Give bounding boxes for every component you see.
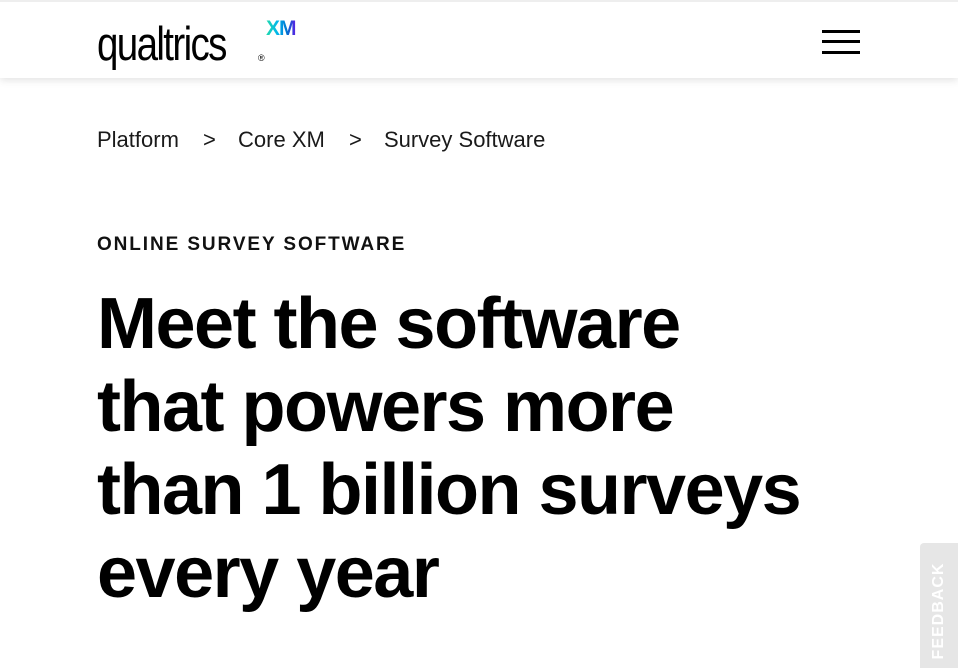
breadcrumb-core-xm[interactable]: Core XM [238,127,325,152]
feedback-label: FEEDBACK [930,562,947,660]
breadcrumb-platform[interactable]: Platform [97,127,179,152]
menu-bar-top [822,30,860,33]
headline-line-2: that powers more [97,367,675,447]
breadcrumb-survey-software[interactable]: Survey Software [383,127,546,152]
logo-registered-mark: ® [258,53,265,63]
headline-line-1: Meet the software [97,284,681,364]
headline-line-4: every year [97,533,440,613]
breadcrumb: Platform > Core XM > Survey Software [97,126,545,154]
logo-wordmark: qualtrics [97,17,227,70]
hero-headline: Meet the software that powers more than … [97,283,857,615]
breadcrumb-separator: > [203,127,216,152]
site-header: qualtrics ® XM [0,0,958,78]
menu-bar-middle [822,40,860,43]
hamburger-menu-icon[interactable] [818,26,864,58]
headline-line-3: than 1 billion surveys [97,450,802,530]
breadcrumb-separator: > [348,127,362,152]
hero-eyebrow: ONLINE SURVEY SOFTWARE [97,234,407,255]
logo-xm-suffix: XM [266,17,296,40]
menu-bar-bottom [822,51,860,54]
feedback-tab[interactable]: FEEDBACK [920,543,958,668]
